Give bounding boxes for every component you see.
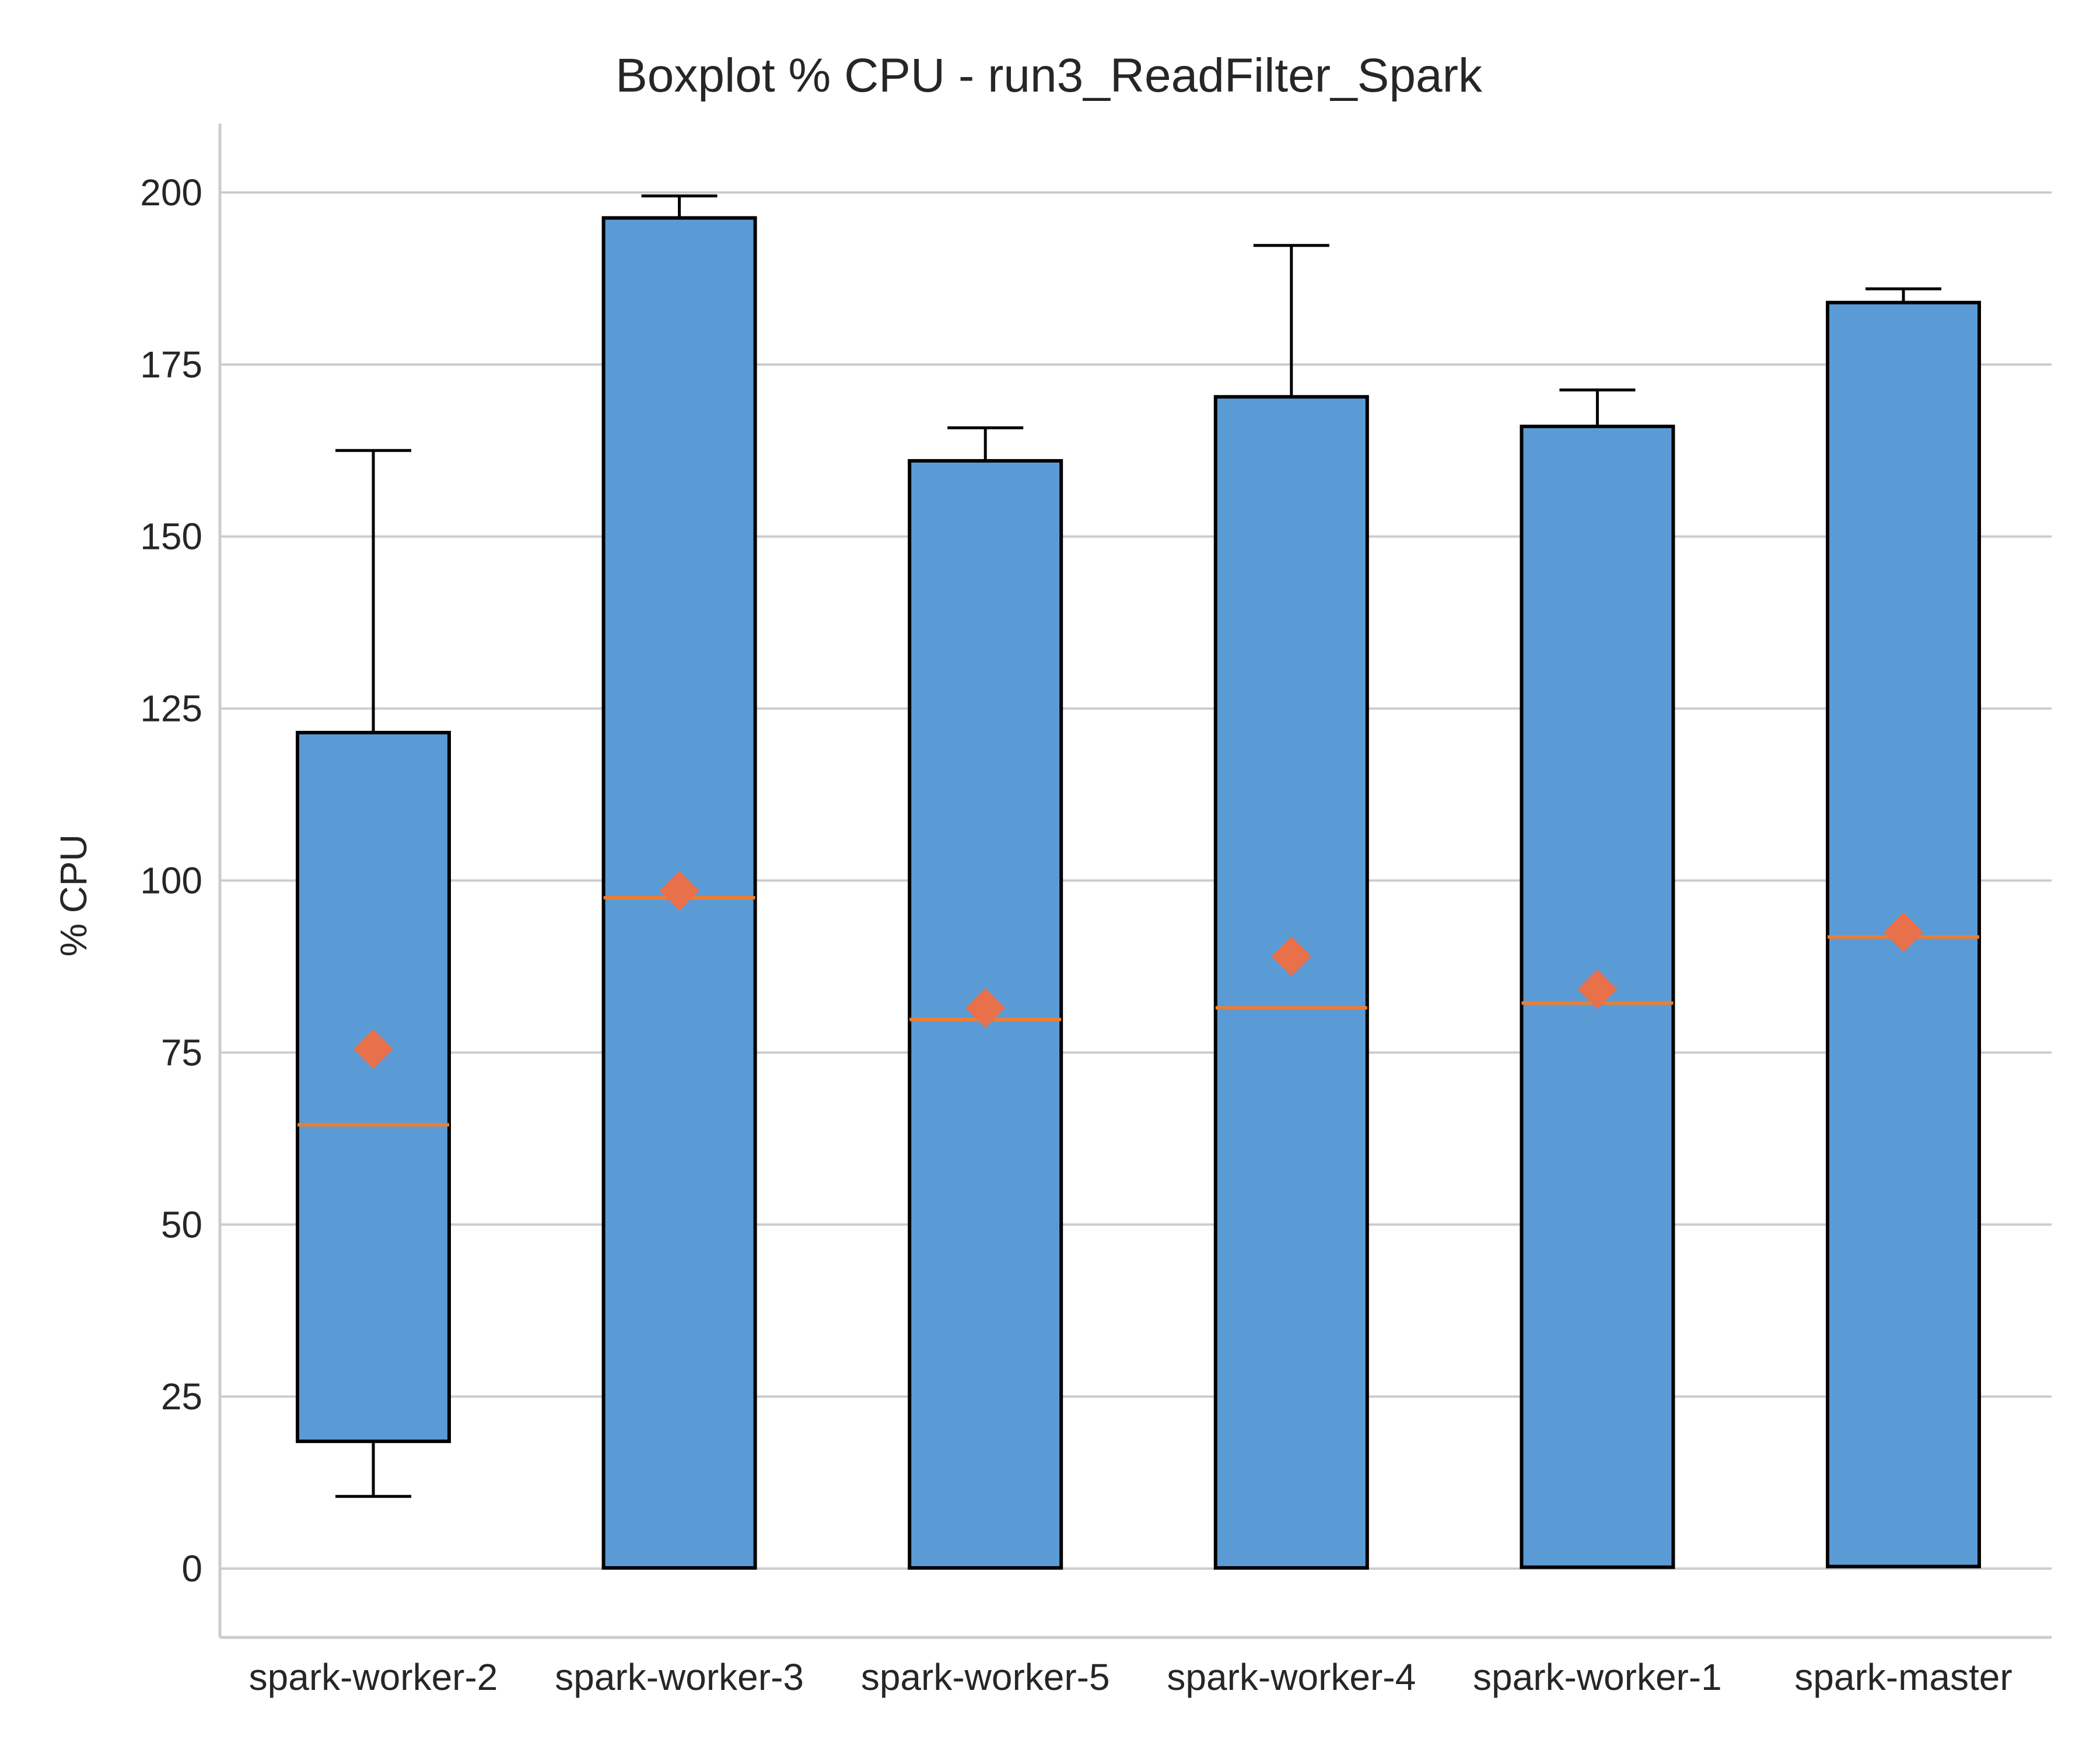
y-tick-label: 125 (140, 688, 202, 730)
mean-marker (354, 1029, 393, 1069)
chart-title: Boxplot % CPU - run3_ReadFilter_Spark (615, 49, 1483, 102)
box-spark-worker-2 (296, 449, 451, 1498)
box-spark-worker-3 (601, 194, 757, 1570)
y-tick-label: 50 (161, 1203, 202, 1245)
boxes (296, 194, 1981, 1570)
y-axis-ticks: 0 25 50 75 100 125 150 175 200 (140, 172, 202, 1590)
axis-spines (218, 124, 2052, 1639)
mean-marker (1577, 969, 1618, 1009)
y-tick-label: 100 (140, 860, 202, 902)
x-tick-label: spark-worker-1 (1473, 1656, 1722, 1698)
y-tick-label: 0 (181, 1548, 202, 1590)
x-tick-label: spark-worker-5 (861, 1656, 1110, 1698)
box-body (296, 730, 451, 1443)
y-tick-label: 25 (161, 1376, 202, 1418)
box-spark-worker-1 (1520, 388, 1675, 1569)
box-spark-worker-4 (1213, 244, 1369, 1570)
grid-lines (220, 191, 2052, 1570)
box-body (1213, 395, 1369, 1570)
x-tick-label: spark-master (1794, 1656, 2012, 1698)
x-axis-ticks: spark-worker-2 spark-worker-3 spark-worker… (249, 1656, 2013, 1698)
x-tick-label: spark-worker-4 (1167, 1656, 1416, 1698)
y-tick-label: 200 (140, 172, 202, 214)
mean-marker (1271, 936, 1311, 977)
mean-marker (965, 988, 1006, 1028)
y-tick-label: 75 (161, 1031, 202, 1073)
mean-marker (659, 871, 699, 911)
box-body (1826, 300, 1981, 1569)
y-tick-label: 150 (140, 516, 202, 558)
mean-marker (1884, 912, 1923, 952)
box-body (601, 216, 757, 1570)
x-tick-label: spark-worker-2 (249, 1656, 498, 1698)
box-spark-worker-5 (908, 426, 1063, 1570)
x-tick-label: spark-worker-3 (555, 1656, 804, 1698)
y-axis-label: % CPU (52, 834, 94, 957)
y-tick-label: 175 (140, 344, 202, 386)
box-spark-master (1826, 287, 1981, 1569)
